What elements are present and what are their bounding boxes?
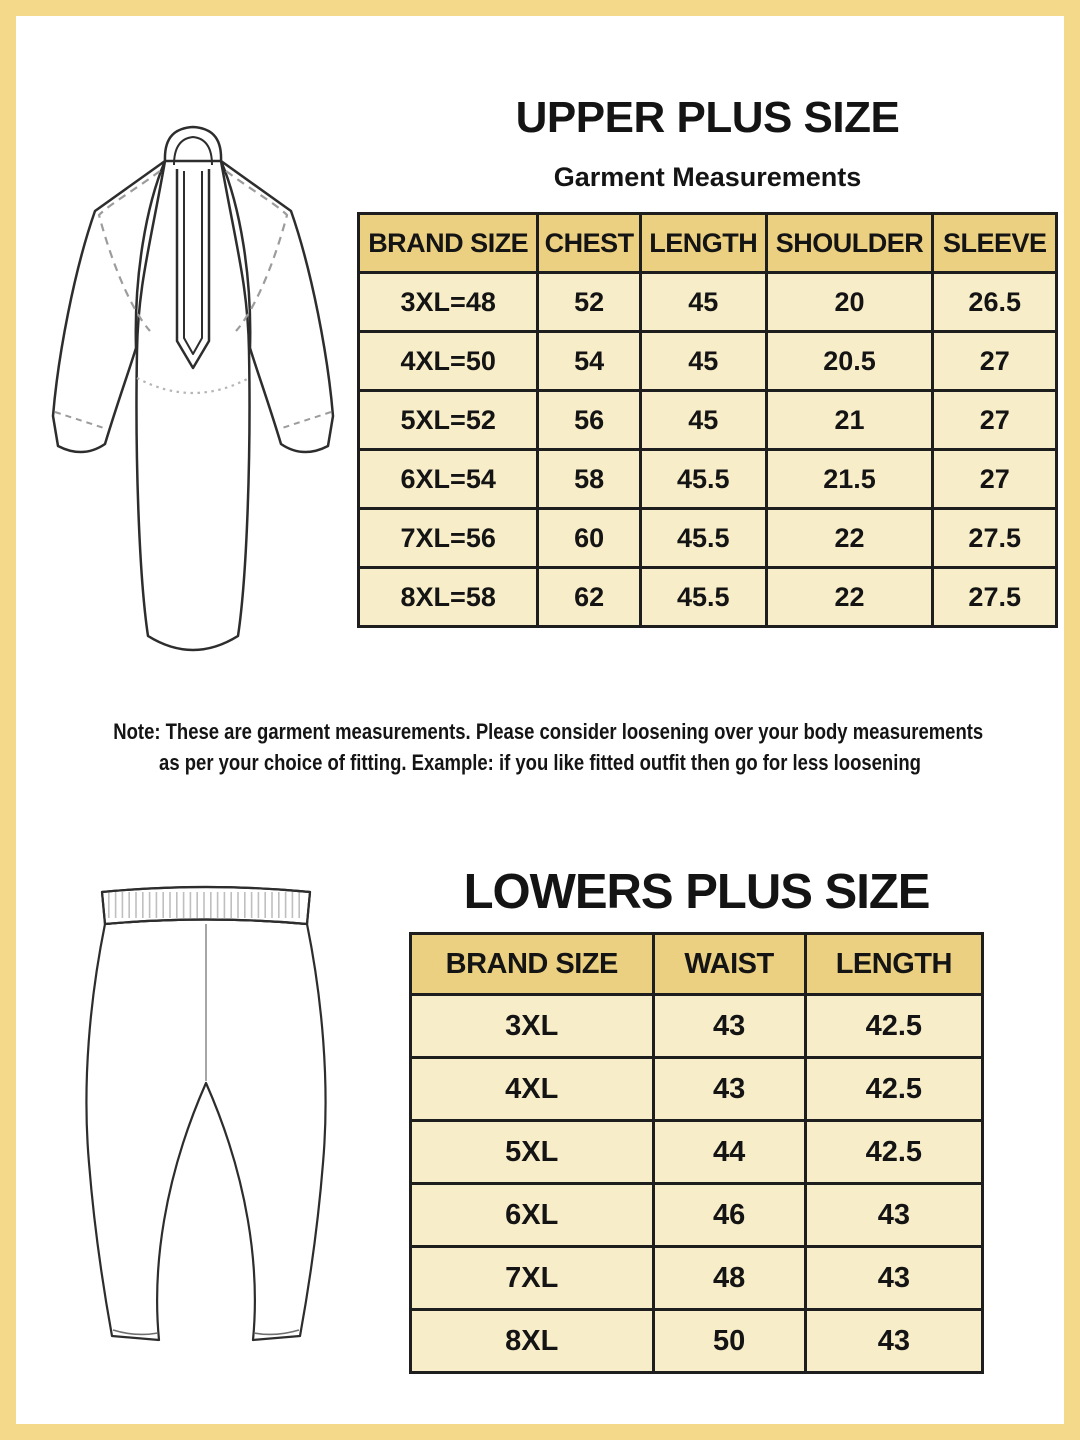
table-cell: 52 [536,271,642,333]
table-row: 5XL 44 42.5 [409,1119,985,1185]
table-row: 4XL 43 42.5 [409,1056,985,1122]
table-cell: 5XL=52 [356,389,540,451]
kurta-body [135,159,251,652]
table-cell: 4XL=50 [356,330,540,392]
table-row: 4XL=50 54 45 20.5 27 [356,330,1058,392]
kurta-placket [175,169,211,370]
table-cell: 43 [803,1182,985,1248]
column-header: SHOULDER [764,212,935,274]
pants-ankle-hem-left [112,1329,159,1336]
measurement-note: Note: These are garment measurements. Pl… [32,716,1048,778]
table-cell: 27 [931,330,1058,392]
table-cell: 42.5 [803,1119,985,1185]
table-cell: 8XL [409,1308,655,1374]
table-cell: 5XL [409,1119,655,1185]
table-cell: 42.5 [803,993,985,1059]
lower-table-header-row: BRAND SIZE WAIST LENGTH [409,932,985,996]
table-cell: 45.5 [638,448,768,510]
table-cell: 27 [931,448,1058,510]
lower-size-table: BRAND SIZE WAIST LENGTH 3XL 43 42.5 4XL 43 42.5… [409,932,985,1374]
column-header: BRAND SIZE [356,212,540,274]
pants-ankle-hem-right [253,1329,300,1336]
column-header: BRAND SIZE [409,932,655,996]
table-cell: 21 [764,389,935,451]
column-header: WAIST [651,932,807,996]
table-cell: 22 [764,566,935,628]
upper-table-header-row: BRAND SIZE CHEST LENGTH SHOULDER SLEEVE [356,212,1058,274]
kurta-right-sleeve [219,159,335,454]
table-cell: 43 [651,993,807,1059]
table-cell: 43 [651,1056,807,1122]
kurta-illustration [51,125,335,652]
kurta-placket-inner [183,171,203,355]
table-cell: 45 [638,271,768,333]
table-cell: 43 [803,1245,985,1311]
lower-section-title: LOWERS PLUS SIZE [463,865,931,919]
note-line-1: Note: These are garment measurements. Pl… [113,719,984,744]
table-cell: 3XL=48 [356,271,540,333]
table-row: 7XL=56 60 45.5 22 27.5 [356,507,1058,569]
table-cell: 45.5 [638,507,768,569]
kurta-collar-inner [173,135,213,166]
kurta-yoke-dashed-right [225,170,289,332]
table-row: 8XL 50 43 [409,1308,985,1374]
table-row: 5XL=52 56 45 21 27 [356,389,1058,451]
column-header: LENGTH [638,212,768,274]
table-cell: 4XL [409,1056,655,1122]
table-cell: 3XL [409,993,655,1059]
table-cell: 60 [536,507,642,569]
table-cell: 20 [764,271,935,333]
table-cell: 27 [931,389,1058,451]
upper-section-title: UPPER PLUS SIZE [515,93,900,142]
table-cell: 7XL [409,1245,655,1311]
table-cell: 8XL=58 [356,566,540,628]
kurta-left-sleeve [51,159,167,454]
table-cell: 45 [638,389,768,451]
pants-waistband-outline-refresh [100,885,312,926]
table-cell: 43 [803,1308,985,1374]
table-cell: 7XL=56 [356,507,540,569]
upper-section-subtitle: Garment Measurements [553,162,862,192]
table-cell: 62 [536,566,642,628]
table-cell: 22 [764,507,935,569]
table-row: 3XL 43 42.5 [409,993,985,1059]
table-cell: 21.5 [764,448,935,510]
table-cell: 26.5 [931,271,1058,333]
table-row: 7XL 48 43 [409,1245,985,1311]
table-cell: 27.5 [931,566,1058,628]
upper-size-table: BRAND SIZE CHEST LENGTH SHOULDER SLEEVE 3XL=… [356,212,1058,628]
kurta-cuff-dashed-right [281,411,332,429]
table-cell: 44 [651,1119,807,1185]
table-row: 6XL=54 58 45.5 21.5 27 [356,448,1058,510]
note-line-2: as per your choice of fitting. Example: … [159,750,921,775]
column-header: LENGTH [803,932,985,996]
table-cell: 50 [651,1308,807,1374]
table-cell: 45.5 [638,566,768,628]
kurta-collar [163,125,223,162]
table-cell: 46 [651,1182,807,1248]
column-header: CHEST [536,212,642,274]
kurta-cuff-dashed-left [54,411,105,429]
table-cell: 20.5 [764,330,935,392]
table-cell: 6XL [409,1182,655,1248]
table-row: 8XL=58 62 45.5 22 27.5 [356,566,1058,628]
table-cell: 45 [638,330,768,392]
table-cell: 58 [536,448,642,510]
table-row: 3XL=48 52 45 20 26.5 [356,271,1058,333]
column-header: SLEEVE [931,212,1058,274]
kurta-yoke-dashed-left [97,170,161,332]
pants-illustration [85,885,327,1342]
table-cell: 42.5 [803,1056,985,1122]
pants-body [85,918,327,1342]
table-cell: 48 [651,1245,807,1311]
table-cell: 56 [536,389,642,451]
table-cell: 54 [536,330,642,392]
table-cell: 6XL=54 [356,448,540,510]
table-cell: 27.5 [931,507,1058,569]
table-row: 6XL 46 43 [409,1182,985,1248]
